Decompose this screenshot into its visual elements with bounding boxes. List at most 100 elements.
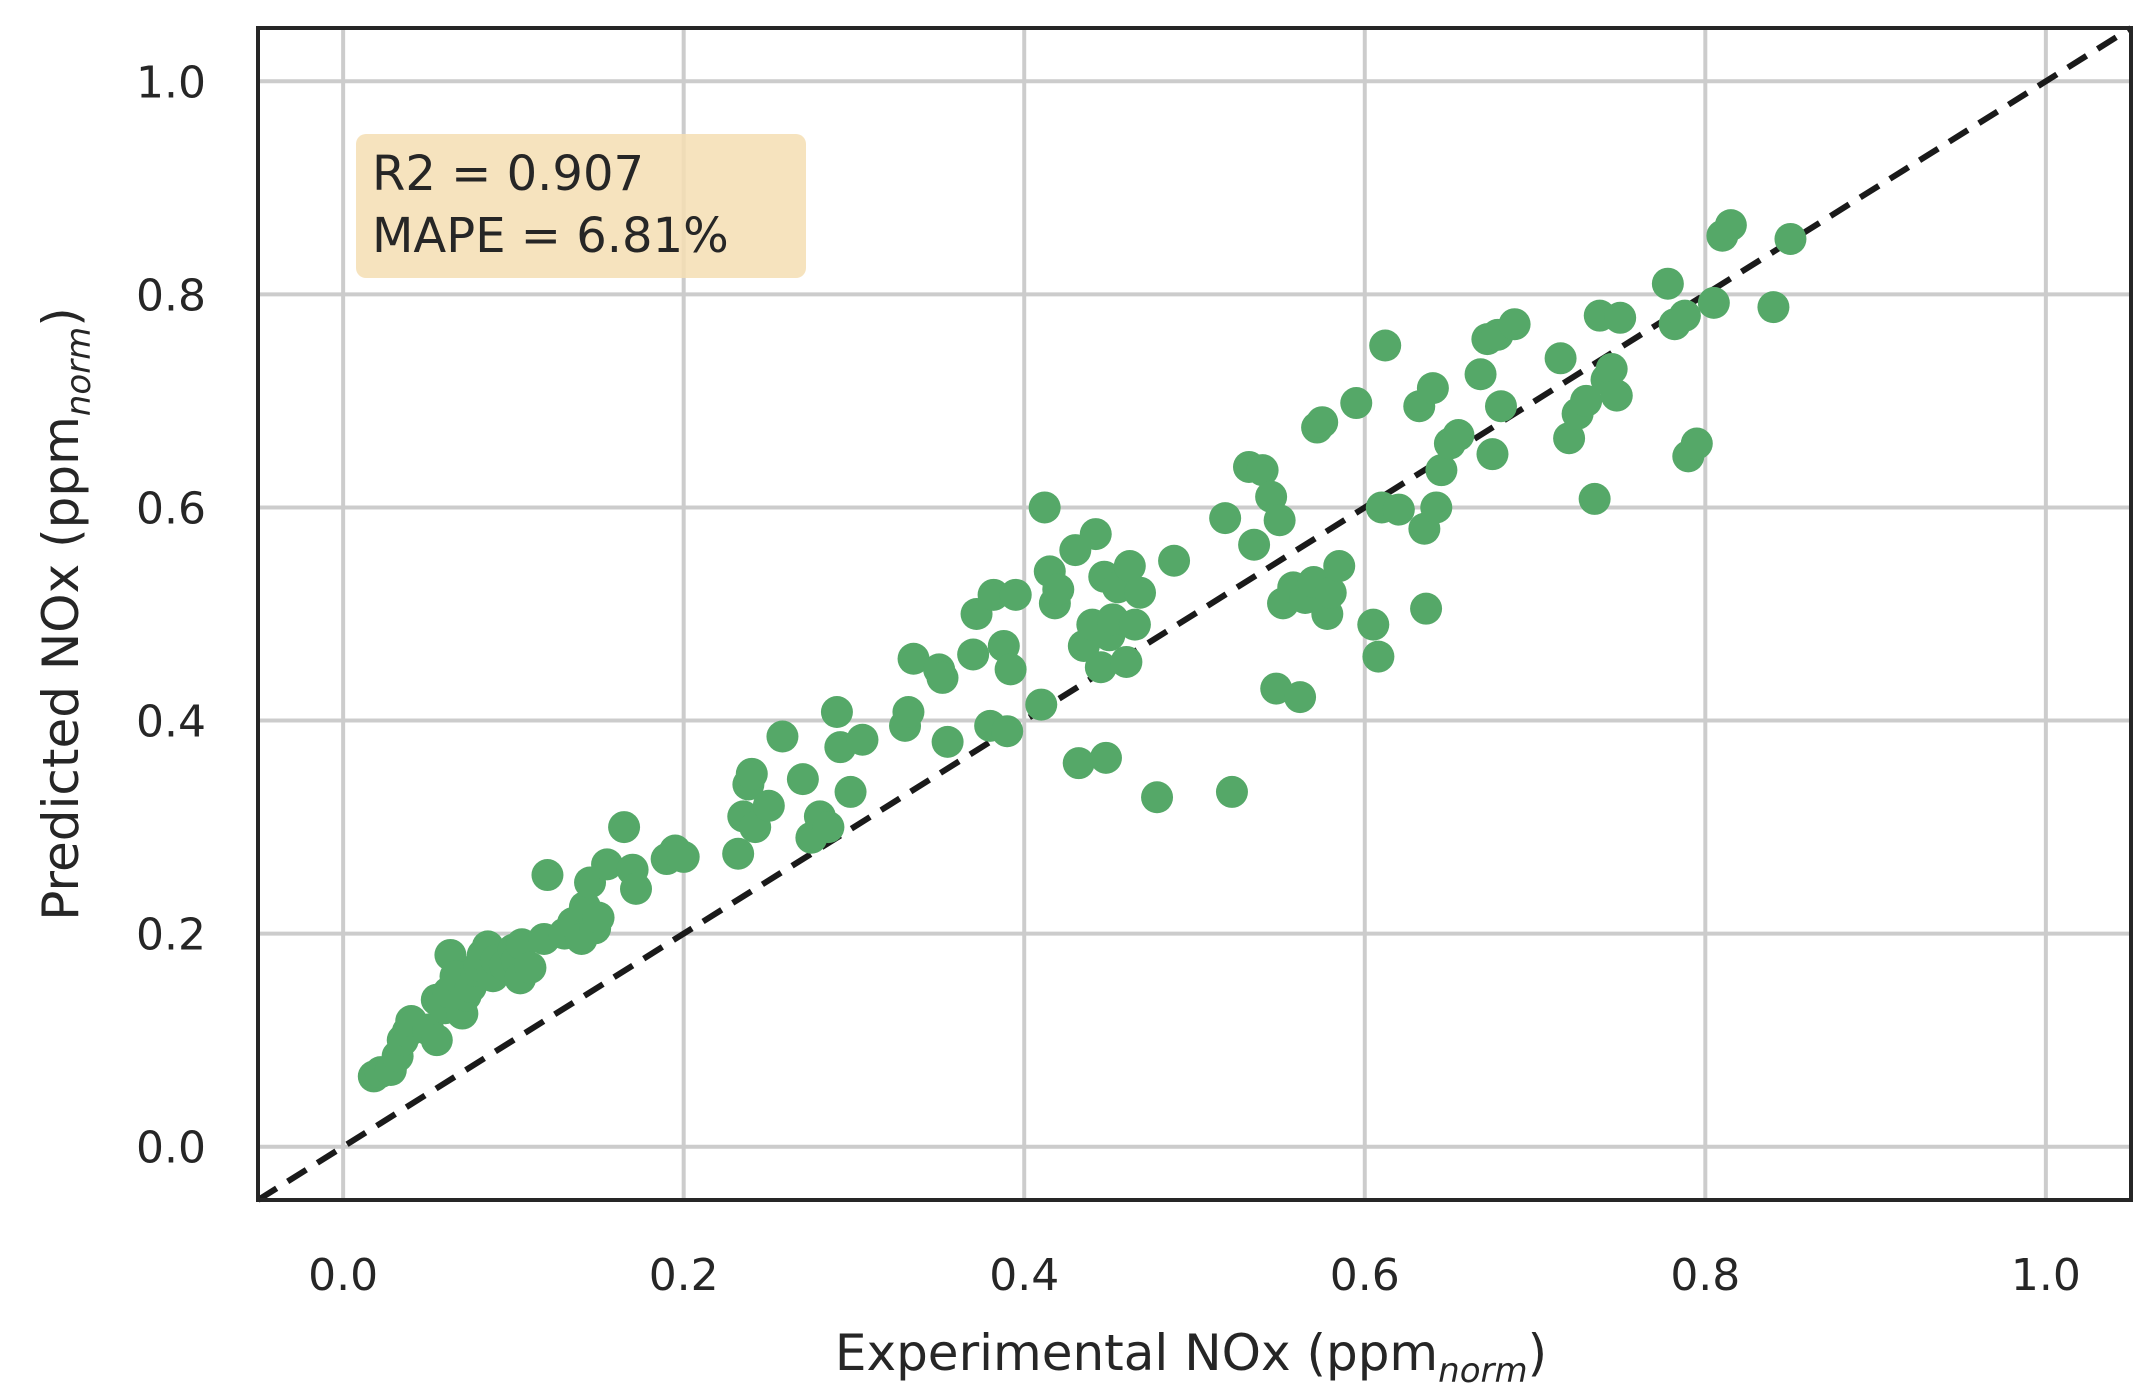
x-axis-label-end: ) <box>1528 1324 1548 1382</box>
x-tick-label: 0.8 <box>1670 1250 1740 1301</box>
scatter-point <box>957 638 990 671</box>
scatter-point <box>1362 640 1395 673</box>
scatter-point <box>1340 387 1373 420</box>
scatter-point <box>531 859 564 892</box>
x-tick-label: 1.0 <box>2011 1250 2081 1301</box>
scatter-point <box>1025 688 1058 721</box>
scatter-point <box>1284 681 1317 714</box>
scatter-point <box>1425 454 1458 487</box>
x-axis-label: Experimental NOx (ppmnorm) <box>835 1324 1547 1391</box>
scatter-point <box>1651 267 1684 300</box>
scatter-point <box>514 951 547 984</box>
scatter-point <box>1357 608 1390 641</box>
x-axis-label-sub: norm <box>1438 1351 1527 1391</box>
grid-lines <box>258 28 2131 1200</box>
y-axis-label-sub: norm <box>59 327 99 416</box>
scatter-point <box>1263 504 1296 537</box>
scatter-point <box>926 661 959 694</box>
scatter-point <box>1442 419 1475 452</box>
scatter-point <box>1323 550 1356 583</box>
scatter-point <box>1420 491 1453 524</box>
plot-frame <box>256 26 2133 1202</box>
x-axis-label-main: Experimental NOx (ppm <box>835 1324 1438 1382</box>
scatter-point <box>834 775 867 808</box>
x-tick-labels: 0.0 0.2 0.4 0.6 0.8 1.0 <box>308 1250 2081 1301</box>
scatter-point <box>1714 209 1747 242</box>
scatter-point <box>1464 358 1497 391</box>
y-tick-label: 0.0 <box>136 1123 206 1174</box>
scatter-point <box>1600 379 1633 412</box>
scatter-point <box>752 789 785 822</box>
y-axis-label-main: Predicted NOx (ppm <box>32 416 90 921</box>
x-tick-label: 0.0 <box>308 1250 378 1301</box>
scatter-point <box>1382 493 1415 526</box>
scatter-point <box>1595 352 1628 385</box>
scatter-point <box>1084 651 1117 684</box>
scatter-point <box>1314 576 1347 609</box>
scatter-point <box>1042 573 1075 606</box>
scatter-point <box>1604 301 1637 334</box>
scatter-point <box>582 901 615 934</box>
scatter-point <box>1697 286 1730 319</box>
scatter-point <box>1113 550 1146 583</box>
y-axis-label: Predicted NOx (ppmnorm) <box>32 307 99 921</box>
data-points <box>357 209 1807 1093</box>
scatter-point <box>667 840 700 873</box>
scatter-point <box>820 696 853 729</box>
scatter-point <box>1158 544 1191 577</box>
x-tick-label: 0.6 <box>1330 1250 1400 1301</box>
scatter-point <box>1118 608 1151 641</box>
scatter-point <box>1110 645 1143 678</box>
scatter-point <box>420 1024 453 1057</box>
scatter-point <box>1774 222 1807 255</box>
identity-reference-line <box>256 25 2133 1203</box>
scatter-point <box>897 642 930 675</box>
scatter-point <box>1141 781 1174 814</box>
reference-line-layer <box>256 25 2133 1203</box>
annotation-mape: MAPE = 6.81% <box>372 208 729 264</box>
y-tick-label: 0.2 <box>136 910 206 961</box>
annotation-r2: R2 = 0.907 <box>372 146 644 202</box>
y-tick-label: 1.0 <box>136 57 206 108</box>
scatter-point <box>1028 491 1061 524</box>
annotation-box <box>356 134 806 278</box>
y-tick-label: 0.8 <box>136 270 206 321</box>
scatter-point <box>991 715 1024 748</box>
scatter-point <box>1209 502 1242 535</box>
scatter-point <box>620 872 653 905</box>
scatter-point <box>1306 406 1339 439</box>
scatter-point <box>1757 291 1790 324</box>
scatter-point <box>1079 518 1112 551</box>
scatter-point <box>1680 427 1713 460</box>
scatter-point <box>892 696 925 729</box>
scatter-point <box>1062 747 1095 780</box>
scatter-point <box>1544 342 1577 375</box>
scatter-point <box>591 848 624 881</box>
scatter-point <box>1484 390 1517 423</box>
y-tick-labels: 0.0 0.2 0.4 0.6 0.8 1.0 <box>136 57 206 1173</box>
scatter-point <box>1215 775 1248 808</box>
scatter-point <box>994 653 1027 686</box>
x-tick-label: 0.4 <box>989 1250 1059 1301</box>
scatter-point <box>977 578 1010 611</box>
scatter-point <box>608 811 641 844</box>
scatter-point <box>722 837 755 870</box>
scatter-point <box>1578 482 1611 515</box>
scatter-point <box>999 578 1032 611</box>
scatter-point <box>1369 329 1402 362</box>
scatter-point <box>1476 438 1509 471</box>
scatter-point <box>1124 576 1157 609</box>
y-tick-label: 0.4 <box>136 697 206 748</box>
scatter-point <box>846 723 879 756</box>
scatter-point <box>1246 454 1279 487</box>
y-axis-label-end: ) <box>32 307 90 327</box>
y-tick-label: 0.6 <box>136 483 206 534</box>
scatter-point <box>1668 299 1701 332</box>
x-tick-label: 0.2 <box>649 1250 719 1301</box>
scatter-point <box>1410 592 1443 625</box>
scatter-point <box>812 811 845 844</box>
metrics-annotation: R2 = 0.907 MAPE = 6.81% <box>356 134 806 278</box>
scatter-point <box>1089 741 1122 774</box>
scatter-point <box>931 725 964 758</box>
